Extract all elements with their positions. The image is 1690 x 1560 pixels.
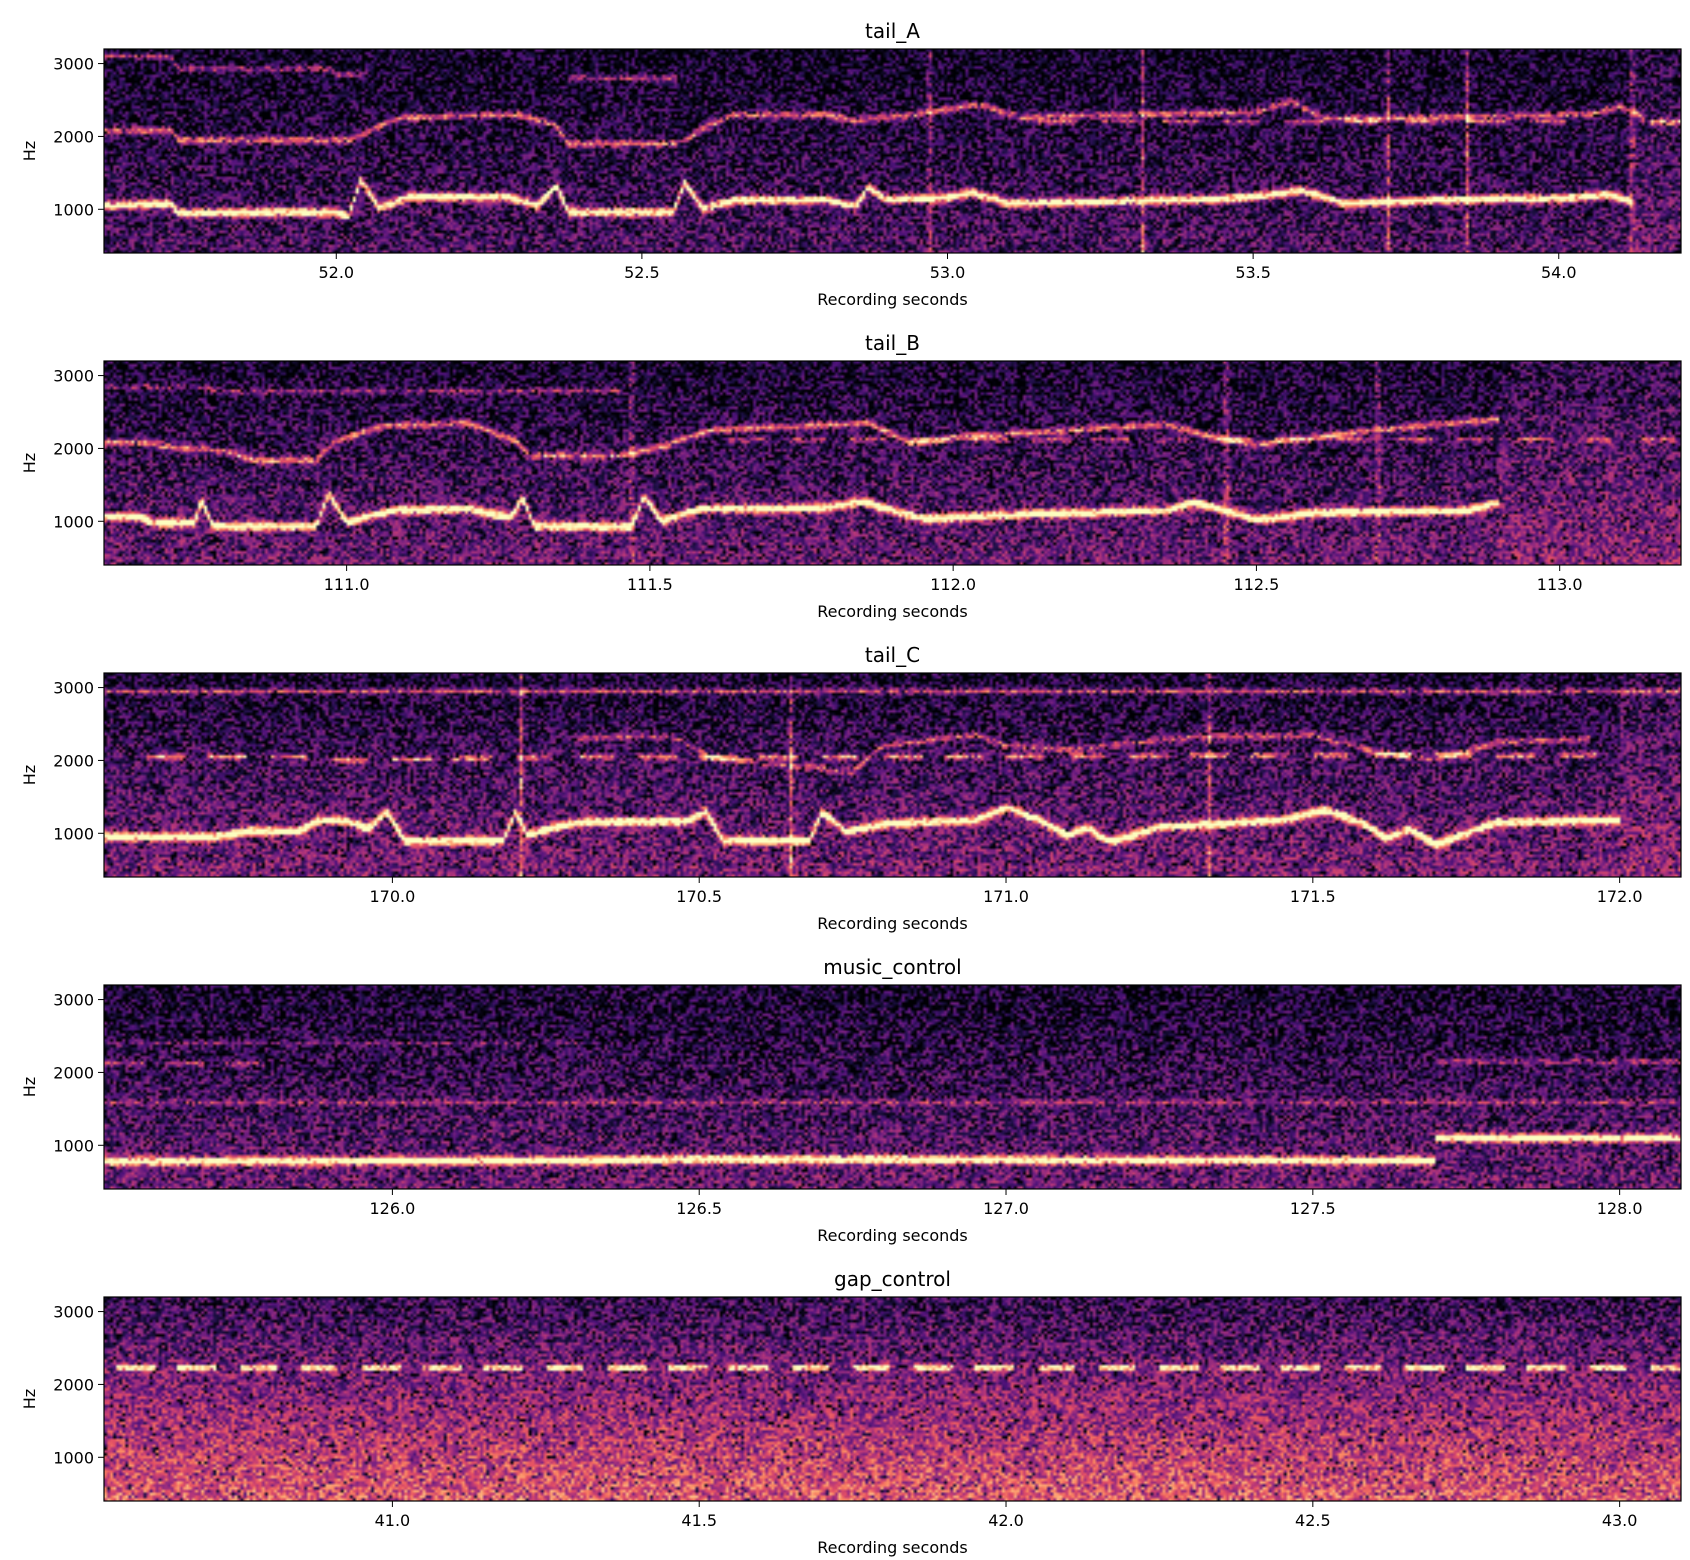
x-tick-label: 43.0 bbox=[1602, 1511, 1638, 1530]
spectrogram-image bbox=[104, 1297, 1681, 1501]
x-tick-label: 112.0 bbox=[930, 575, 976, 594]
x-tick-label: 111.0 bbox=[324, 575, 370, 594]
y-axis-label: Hz bbox=[20, 453, 39, 473]
y-tick-label: 2000 bbox=[53, 127, 94, 146]
y-axis-label: Hz bbox=[20, 141, 39, 161]
x-tick-label: 113.0 bbox=[1537, 575, 1583, 594]
spectrogram-panel-4: music_control 126.0 126.5 127.0 127.5 128.0 10… bbox=[0, 936, 1690, 1248]
axes-frame bbox=[103, 984, 1682, 1190]
x-tick-label: 112.5 bbox=[1234, 575, 1280, 594]
x-tick-label: 126.0 bbox=[369, 1199, 415, 1218]
y-tick-label: 3000 bbox=[53, 55, 94, 74]
y-tick-label: 2000 bbox=[53, 751, 94, 770]
y-tick-label: 1000 bbox=[53, 512, 94, 531]
spectrogram-svg: tail_A 52.0 52.5 53.0 53.5 54.0 1000 2000 3000 Re… bbox=[20, 19, 1682, 309]
chart-title: tail_B bbox=[865, 331, 920, 355]
spectrogram-image bbox=[104, 361, 1681, 565]
y-axis-label: Hz bbox=[20, 1389, 39, 1409]
x-tick-label: 170.0 bbox=[369, 887, 415, 906]
x-axis-label: Recording seconds bbox=[817, 602, 968, 621]
x-axis-label: Recording seconds bbox=[817, 1538, 968, 1557]
chart-title: tail_C bbox=[865, 643, 920, 667]
y-tick-label: 2000 bbox=[53, 1063, 94, 1082]
x-tick-label: 170.5 bbox=[676, 887, 722, 906]
spectrogram-panel-5: gap_control 41.0 41.5 42.0 42.5 43.0 1000 2000 3… bbox=[0, 1248, 1690, 1560]
x-tick-label: 171.5 bbox=[1290, 887, 1336, 906]
y-tick-label: 3000 bbox=[53, 991, 94, 1010]
spectrogram-panel-1: tail_A 52.0 52.5 53.0 53.5 54.0 1000 2000 3000 Re… bbox=[0, 0, 1690, 312]
chart-title: tail_A bbox=[865, 19, 920, 43]
y-tick-label: 3000 bbox=[53, 679, 94, 698]
spectrogram-image bbox=[104, 49, 1681, 253]
x-axis-label: Recording seconds bbox=[817, 914, 968, 933]
axes-frame bbox=[103, 360, 1682, 566]
spectrogram-image bbox=[104, 985, 1681, 1189]
y-tick-label: 1000 bbox=[53, 200, 94, 219]
x-tick-label: 172.0 bbox=[1597, 887, 1643, 906]
x-tick-label: 127.0 bbox=[983, 1199, 1029, 1218]
x-tick-label: 54.0 bbox=[1541, 263, 1577, 282]
y-tick-label: 1000 bbox=[53, 1136, 94, 1155]
spectrogram-panel-2: tail_B 111.0 111.5 112.0 112.5 113.0 1000 2000 3… bbox=[0, 312, 1690, 624]
chart-title: music_control bbox=[823, 955, 961, 979]
axes-frame bbox=[103, 48, 1682, 254]
y-axis-label: Hz bbox=[20, 1077, 39, 1097]
axes-frame bbox=[103, 672, 1682, 878]
x-tick-label: 53.5 bbox=[1235, 263, 1271, 282]
x-tick-label: 111.5 bbox=[627, 575, 673, 594]
x-tick-label: 41.0 bbox=[375, 1511, 411, 1530]
spectrogram-image bbox=[104, 673, 1681, 877]
x-tick-label: 171.0 bbox=[983, 887, 1029, 906]
y-tick-label: 3000 bbox=[53, 367, 94, 386]
spectrogram-svg: tail_C 170.0 170.5 171.0 171.5 172.0 1000 2000 3… bbox=[20, 643, 1682, 933]
x-axis-label: Recording seconds bbox=[817, 1226, 968, 1245]
chart-title: gap_control bbox=[834, 1267, 951, 1291]
x-tick-label: 42.0 bbox=[988, 1511, 1024, 1530]
x-tick-label: 127.5 bbox=[1290, 1199, 1336, 1218]
spectrogram-svg: tail_B 111.0 111.5 112.0 112.5 113.0 1000 2000 3… bbox=[20, 331, 1682, 621]
x-tick-label: 126.5 bbox=[676, 1199, 722, 1218]
y-tick-label: 2000 bbox=[53, 439, 94, 458]
y-tick-label: 2000 bbox=[53, 1375, 94, 1394]
x-tick-label: 52.0 bbox=[318, 263, 354, 282]
y-tick-label: 3000 bbox=[53, 1303, 94, 1322]
spectrogram-svg: music_control 126.0 126.5 127.0 127.5 128.0 10… bbox=[20, 955, 1682, 1245]
spectrogram-svg: gap_control 41.0 41.5 42.0 42.5 43.0 1000 2000 3… bbox=[20, 1267, 1682, 1557]
x-tick-label: 41.5 bbox=[681, 1511, 717, 1530]
axes-frame bbox=[103, 1296, 1682, 1502]
spectrogram-panel-3: tail_C 170.0 170.5 171.0 171.5 172.0 1000 2000 3… bbox=[0, 624, 1690, 936]
x-tick-label: 53.0 bbox=[930, 263, 966, 282]
x-tick-label: 128.0 bbox=[1597, 1199, 1643, 1218]
x-axis-label: Recording seconds bbox=[817, 290, 968, 309]
y-tick-label: 1000 bbox=[53, 824, 94, 843]
x-tick-label: 52.5 bbox=[624, 263, 660, 282]
y-axis-label: Hz bbox=[20, 765, 39, 785]
y-tick-label: 1000 bbox=[53, 1448, 94, 1467]
x-tick-label: 42.5 bbox=[1295, 1511, 1331, 1530]
